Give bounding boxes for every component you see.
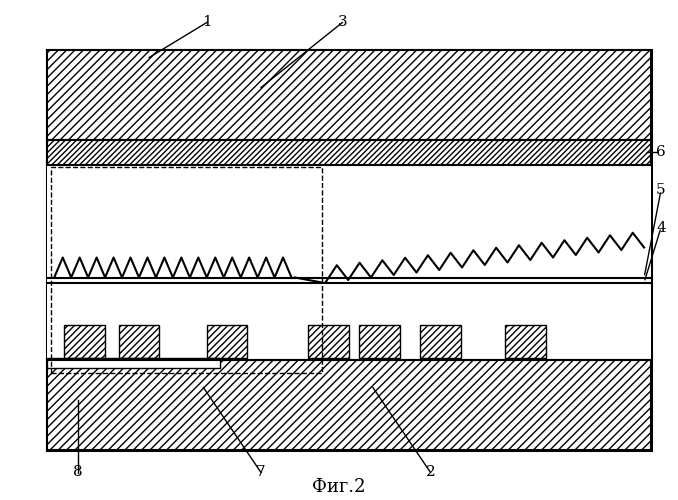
Text: 3: 3: [338, 16, 347, 30]
Bar: [47, 358, 220, 368]
Bar: [47, 50, 651, 140]
Bar: [47, 50, 651, 140]
Text: 1: 1: [202, 16, 212, 30]
Bar: [308, 325, 349, 358]
Text: 6: 6: [656, 146, 666, 160]
Bar: [207, 325, 247, 358]
Bar: [64, 325, 105, 358]
Bar: [47, 140, 651, 165]
Bar: [64, 325, 105, 358]
Text: 8: 8: [73, 466, 83, 479]
Bar: [207, 325, 247, 358]
Bar: [359, 325, 400, 358]
Bar: [47, 360, 651, 450]
Bar: [505, 325, 546, 358]
Bar: [119, 325, 159, 358]
Bar: [47, 165, 651, 360]
Bar: [420, 325, 461, 358]
Bar: [119, 325, 159, 358]
Text: 4: 4: [656, 220, 666, 234]
Text: 7: 7: [256, 466, 266, 479]
Text: 5: 5: [656, 183, 666, 197]
Text: Фиг.2: Фиг.2: [313, 478, 365, 496]
Bar: [308, 325, 349, 358]
Bar: [51, 168, 322, 372]
Bar: [47, 50, 651, 450]
Bar: [505, 325, 546, 358]
Bar: [47, 140, 651, 165]
Bar: [420, 325, 461, 358]
Bar: [359, 325, 400, 358]
Bar: [47, 360, 651, 450]
Text: 2: 2: [426, 466, 435, 479]
